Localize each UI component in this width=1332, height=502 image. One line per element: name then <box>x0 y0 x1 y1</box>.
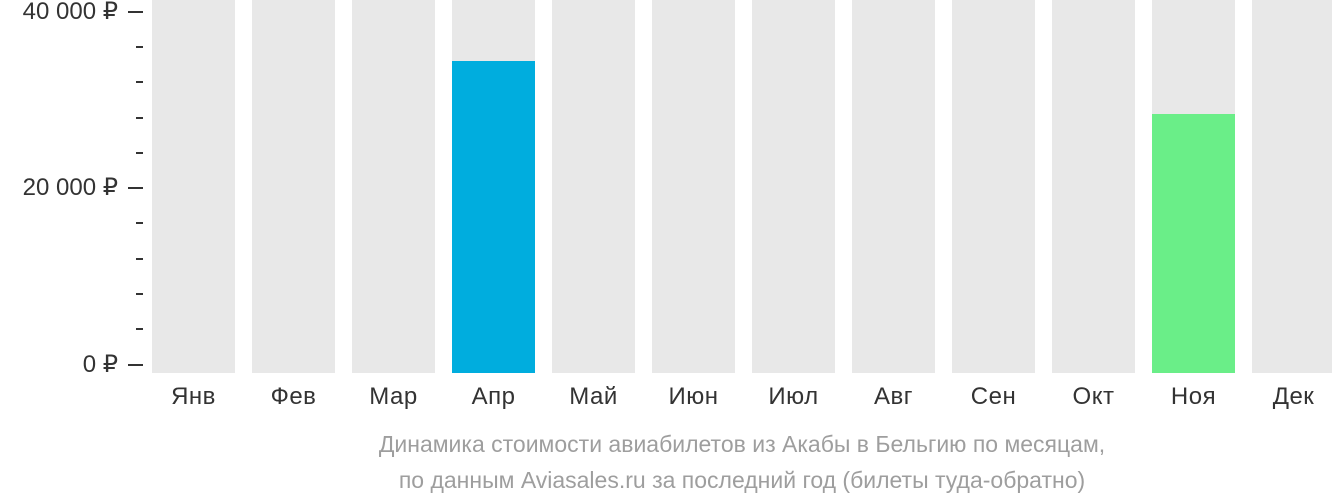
y-minor-tick <box>136 257 143 260</box>
y-minor-tick <box>136 151 143 154</box>
bar-value <box>452 60 535 373</box>
bar-placeholder <box>852 0 935 373</box>
x-axis-label-2: Фев <box>270 382 317 410</box>
bar-placeholder <box>952 0 1035 373</box>
x-axis-label-3: Мар <box>369 382 418 410</box>
bar-2 <box>252 0 335 373</box>
x-axis-label-9: Сен <box>970 382 1017 410</box>
bar-11 <box>1152 0 1235 373</box>
y-minor-tick <box>136 116 143 119</box>
bar-placeholder <box>1252 0 1332 373</box>
bar-placeholder <box>552 0 635 373</box>
x-axis-label-11: Ноя <box>1170 382 1217 410</box>
bar-placeholder <box>1052 0 1135 373</box>
bar-5 <box>552 0 635 373</box>
y-minor-tick <box>136 222 143 225</box>
bar-placeholder <box>752 0 835 373</box>
plot-area <box>152 0 1332 373</box>
bar-placeholder <box>252 0 335 373</box>
x-axis-label-4: Апр <box>471 382 516 410</box>
bar-10 <box>1052 0 1135 373</box>
x-axis-label-6: Июн <box>668 382 719 410</box>
y-minor-tick <box>136 293 143 295</box>
y-minor-tick <box>136 81 143 84</box>
caption-subtitle: по данным Aviasales.ru за последний год … <box>398 467 1086 493</box>
bar-placeholder <box>652 0 735 373</box>
bar-7 <box>752 0 835 373</box>
bar-1 <box>152 0 235 373</box>
y-major-tick <box>128 363 143 366</box>
x-axis-label-8: Авг <box>873 382 914 410</box>
chart-caption: Динамика стоимости авиабилетов из Акабы … <box>0 426 1332 498</box>
x-axis-label-7: Июл <box>768 382 819 410</box>
y-axis-label: 20 000 ₽ <box>22 174 118 201</box>
bar-6 <box>652 0 735 373</box>
bar-12 <box>1252 0 1332 373</box>
x-axis-label-10: Окт <box>1072 382 1115 410</box>
y-axis-label: 0 ₽ <box>82 350 118 378</box>
y-axis: 0 ₽ 20 000 ₽ 40 000 ₽ <box>0 0 152 376</box>
y-major-tick <box>128 10 143 13</box>
bar-placeholder <box>352 0 435 373</box>
bar-3 <box>352 0 435 373</box>
x-axis-label-1: Янв <box>171 382 216 410</box>
bar-4 <box>452 0 535 373</box>
y-axis-label: 40 000 ₽ <box>22 0 118 25</box>
bar-value <box>1152 113 1235 373</box>
bar-placeholder <box>152 0 235 373</box>
y-minor-tick <box>136 328 143 331</box>
x-axis-label-12: Дек <box>1272 382 1315 410</box>
bar-8 <box>852 0 935 373</box>
x-axis-label-5: Май <box>569 382 618 410</box>
y-major-tick <box>128 187 143 190</box>
caption-title: Динамика стоимости авиабилетов из Акабы … <box>378 431 1106 457</box>
bar-9 <box>952 0 1035 373</box>
y-minor-tick <box>136 45 143 48</box>
